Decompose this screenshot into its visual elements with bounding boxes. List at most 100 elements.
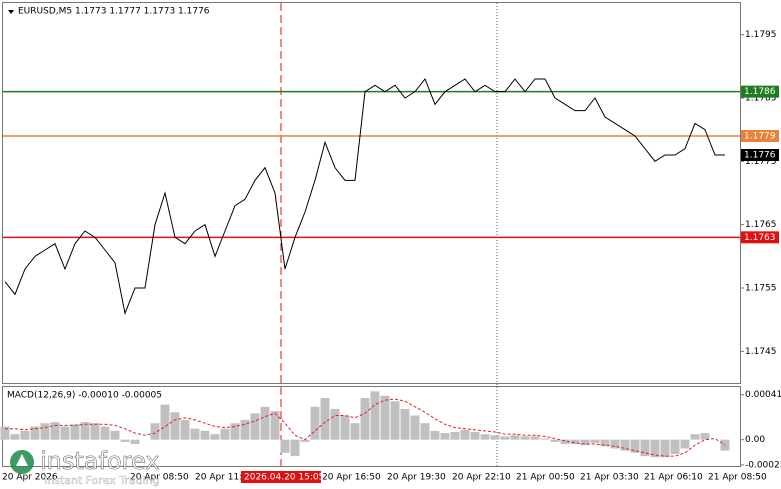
logo-name: instaforex	[40, 447, 160, 475]
level-tag	[741, 231, 779, 244]
cursor-tag	[241, 471, 321, 483]
macd-bar	[230, 423, 240, 440]
macd-bar	[210, 434, 220, 440]
macd-bar	[160, 404, 170, 440]
macd-bar	[500, 436, 510, 440]
macd-bar	[460, 429, 470, 440]
macd-bar	[560, 439, 570, 445]
macd-bar	[620, 439, 630, 451]
macd-bar	[40, 423, 50, 440]
x-tick-label: 20 Apr 19:30	[387, 473, 446, 483]
macd-bar	[50, 422, 60, 440]
price-line	[4, 78, 725, 316]
x-tick-label: 20 Apr 08:50	[130, 473, 189, 483]
y-tick-label: 0.00	[745, 435, 765, 445]
macd-bar	[680, 439, 690, 449]
macd-bar	[120, 439, 130, 442]
macd-bar	[360, 397, 370, 440]
macd-bar	[180, 419, 190, 440]
macd-bar	[350, 423, 360, 440]
level-tag	[741, 149, 779, 161]
x-tick-label: 21 Apr 00:50	[516, 473, 575, 483]
macd-bar	[260, 406, 270, 440]
logo: instaforex Instant Forex Trading	[10, 447, 160, 487]
macd-bar	[610, 439, 620, 449]
macd-bar	[60, 426, 70, 440]
y-tick-label: 1.1785	[745, 94, 777, 104]
macd-bar	[240, 419, 250, 440]
macd-bar	[100, 426, 110, 440]
macd-bar	[190, 428, 200, 440]
level-label: 1.1763	[744, 233, 776, 243]
macd-bar	[250, 413, 260, 440]
macd-bar	[70, 424, 80, 440]
level-label: 1.1776	[744, 151, 776, 161]
macd-bar	[590, 439, 600, 443]
macd-bar	[400, 408, 410, 440]
y-tick-label: 1.1765	[745, 220, 777, 230]
macd-bar	[0, 426, 10, 440]
plots: 1.1745 1.1755 1.1765 1.1775 1.1785 1.1795 1.17…	[0, 30, 781, 483]
chart-title: EURUSD,M5 1.1773 1.1777 1.1773 1.1776	[18, 7, 210, 17]
macd-bar	[30, 426, 40, 440]
macd-bar	[290, 439, 300, 457]
y-tick-label: -0.00023	[745, 460, 781, 470]
macd-bar	[170, 412, 180, 440]
macd-bar	[520, 436, 530, 440]
level-tag	[741, 85, 779, 98]
macd-bar	[640, 439, 650, 457]
level-tag	[741, 130, 779, 142]
macd-bar	[450, 431, 460, 440]
y-tick-label: 1.1775	[745, 157, 777, 167]
macd-bar	[380, 395, 390, 440]
macd-bar	[630, 439, 640, 453]
macd-bar	[670, 439, 680, 454]
x-tick-label: 20 Apr 22:10	[452, 473, 511, 483]
macd-bar	[510, 435, 520, 440]
signal-line	[5, 398, 726, 457]
cursor-label: 2026.04.20 15:05	[244, 473, 324, 483]
macd-title: MACD(12,26,9) -0.00010 -0.00005	[7, 391, 162, 401]
macd-bar	[310, 406, 320, 440]
macd-bar	[540, 438, 550, 440]
collapse-arrow	[8, 10, 14, 14]
macd-bar	[10, 434, 20, 440]
x-tick-label: 20 Apr 11:30	[195, 473, 254, 483]
macd-bar	[430, 430, 440, 440]
macd-bar	[340, 415, 350, 440]
macd-bar	[390, 401, 400, 440]
macd-bar	[490, 435, 500, 440]
macd-bar	[20, 430, 30, 440]
macd-bar	[110, 430, 120, 440]
macd-bar	[440, 433, 450, 440]
macd-bar	[580, 439, 590, 446]
macd-bar	[220, 428, 230, 440]
macd-bar	[420, 423, 430, 440]
macd-bar	[270, 411, 280, 440]
macd-bar	[470, 431, 480, 440]
level-label: 1.1779	[744, 132, 776, 142]
price-panel	[2, 2, 741, 384]
logo-tagline: Instant Forex Trading	[44, 474, 160, 487]
macd-bar	[330, 408, 340, 440]
macd-bar	[660, 439, 670, 458]
x-tick-label: 20 Apr 2026	[2, 473, 58, 483]
y-tick-label: 1.1755	[745, 284, 777, 294]
macd-bar	[480, 434, 490, 440]
x-tick-label: 20 Apr 16:50	[322, 473, 381, 483]
y-tick-label: 0.00041	[745, 390, 781, 400]
x-tick-label: 21 Apr 06:10	[644, 473, 703, 483]
logo-mark	[16, 454, 28, 466]
y-tick-label: 1.1745	[745, 347, 777, 357]
macd-bar	[700, 433, 710, 440]
macd-bar	[90, 423, 100, 440]
macd-bar	[320, 397, 330, 440]
macd-bar	[550, 439, 560, 442]
y-tick-label: 1.1795	[745, 30, 777, 40]
macd-bar	[690, 434, 700, 440]
macd-bar	[130, 439, 140, 445]
level-label: 1.1786	[744, 87, 776, 97]
macd-bar	[300, 439, 310, 442]
x-tick-label: 21 Apr 08:50	[708, 473, 767, 483]
